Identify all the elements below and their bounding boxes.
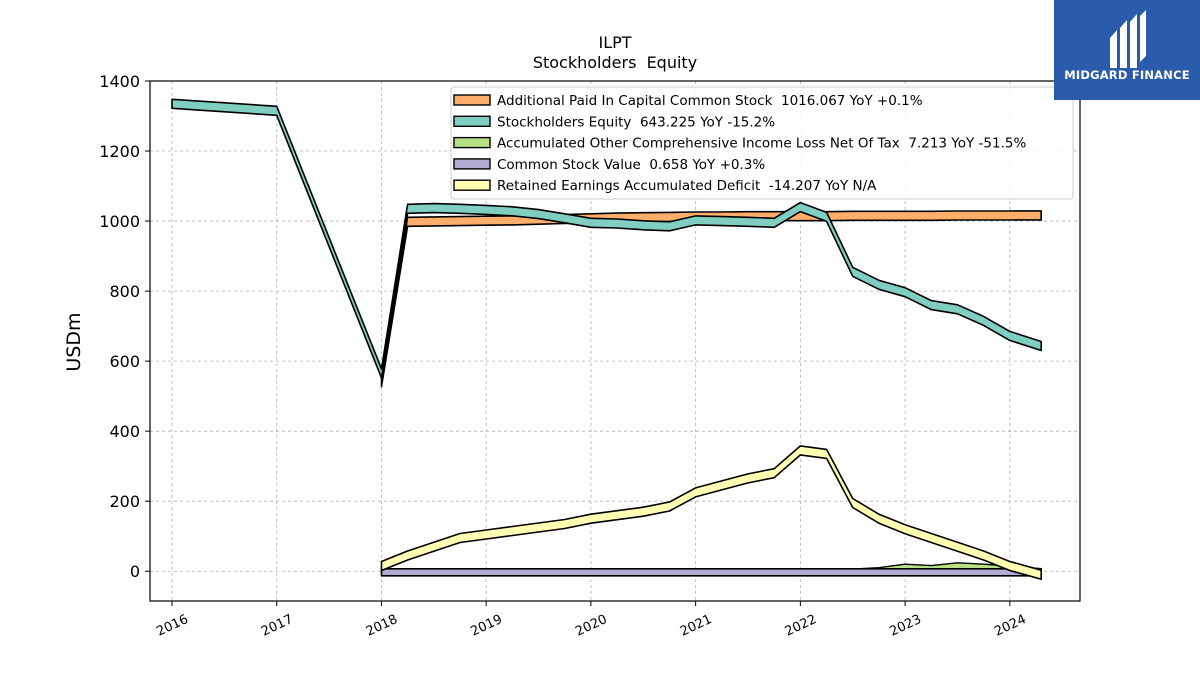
x-tick-label: 2016 — [154, 612, 190, 640]
legend-swatch — [453, 136, 491, 149]
y-tick-label: 200 — [109, 492, 140, 511]
y-tick-label: 400 — [109, 422, 140, 441]
legend-swatch — [453, 179, 491, 191]
legend-label: Stockholders Equity 643.225 YoY -15.2% — [497, 114, 775, 130]
chart-title: ILPT — [598, 33, 631, 52]
legend-label: Retained Earnings Accumulated Deficit -1… — [497, 178, 877, 194]
x-tick-label: 2022 — [783, 612, 819, 640]
legend-swatch — [453, 94, 491, 106]
series-stockholders-equity-band — [171, 98, 1042, 379]
series-retained-earnings-band — [380, 445, 1042, 581]
series-apic-band — [380, 210, 1042, 388]
chart-subtitle: Stockholders Equity — [533, 53, 697, 72]
y-tick-label: 0 — [130, 562, 140, 581]
x-tick-label: 2018 — [364, 612, 400, 640]
y-tick-label: 1400 — [99, 72, 140, 91]
series-common-stock-band — [380, 567, 1042, 577]
area-layer — [171, 98, 1042, 581]
legend-label: Common Stock Value 0.658 YoY +0.3% — [497, 157, 765, 173]
plot-frame — [149, 80, 1081, 602]
x-tick-label: 2021 — [678, 612, 714, 640]
x-tick-label: 2023 — [887, 612, 923, 640]
x-tick-label: 2019 — [469, 612, 505, 640]
legend-box — [450, 86, 1074, 200]
y-tick-label: 800 — [109, 282, 140, 301]
legend-label: Accumulated Other Comprehensive Income L… — [497, 136, 1026, 152]
legend: Additional Paid In Capital Common Stock … — [450, 86, 1074, 200]
brand-logo-text: MIDGARD FINANCE — [1064, 68, 1190, 82]
y-axis-label: USDm — [63, 312, 85, 371]
legend-label: Additional Paid In Capital Common Stock … — [497, 93, 923, 109]
x-tick-label: 2020 — [573, 612, 609, 640]
legend-swatch — [453, 115, 491, 128]
y-tick-label: 600 — [109, 352, 140, 371]
x-tick-label: 2017 — [259, 612, 295, 640]
brand-logo: MIDGARD FINANCE — [1054, 0, 1200, 100]
legend-swatch — [453, 158, 491, 170]
brand-logo-icon — [1110, 10, 1146, 68]
y-tick-label: 1000 — [99, 212, 140, 231]
x-tick-label: 2024 — [992, 612, 1028, 640]
y-tick-label: 1200 — [99, 142, 140, 161]
